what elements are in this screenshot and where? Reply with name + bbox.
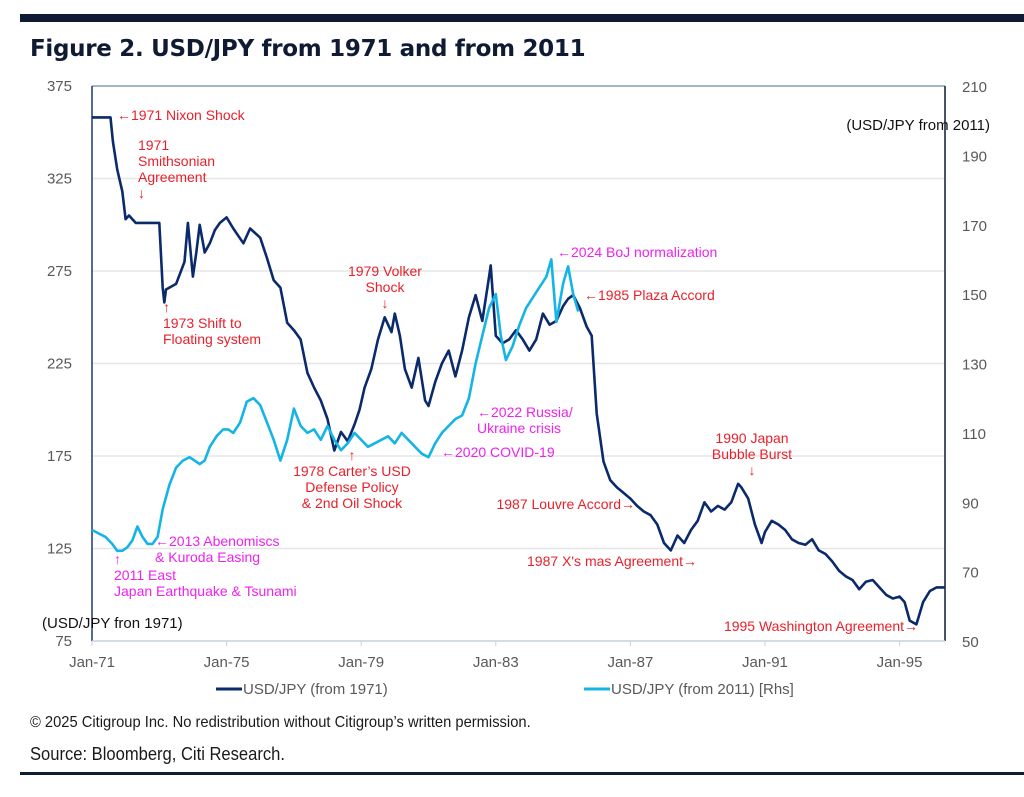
annotation: ←1985 Plaza Accord [584,287,715,303]
annotation: ←2024 BoJ normalization [557,244,717,260]
annotation: 1987 X's mas Agreement→ [527,553,697,569]
annotation-line: Floating system [163,331,261,347]
annotation-line: Japan Earthquake & Tsunami [114,583,297,599]
left-tick-label: 275 [47,263,72,280]
annotation-line: ←2022 Russia/ [477,404,573,420]
annotation-line: ←2020 COVID-19 [441,444,555,460]
annotation-line: Bubble Burst [712,446,792,462]
left-tick-label: 375 [47,78,72,95]
source-note: Source: Bloomberg, Citi Research. [30,744,285,764]
annotation-line: ↑ [349,447,356,463]
annotation: 1979 Volker Shock ↓ [348,263,422,311]
annotation-line: 1987 X's mas Agreement→ [527,553,697,569]
annotation-line: 1995 Washington Agreement→ [724,618,918,634]
legend: USD/JPY (from 1971) USD/JPY (from 2011) [… [216,681,794,698]
right-tick-label: 150 [962,287,987,304]
x-tick-label: Jan-75 [204,654,250,671]
annotation: ↑ 2011 East Japan Earthquake & Tsunami [114,551,297,599]
left-tick-label: 175 [47,448,72,465]
annotations: ←1971 Nixon Shock 1971 Smithsonian Agreemen… [114,107,918,634]
bottom-rule [20,772,1024,775]
series-line-2011 [91,258,580,553]
x-tick-label: Jan-71 [69,654,115,671]
annotation-line: 1978 Carter’s USD [293,463,411,479]
annotation: ←2022 Russia/Ukraine crisis [477,404,573,436]
right-axis-ticks: 50 70 90 110 130 150 170 190 210 [962,79,987,651]
annotation: 1990 Japan Bubble Burst ↓ [712,430,792,478]
annotation-line: 1990 Japan [715,430,788,446]
annotation-line: ↑ [114,551,121,567]
annotation-line: ↓ [382,295,389,311]
left-tick-label: 325 [47,171,72,188]
right-tick-label: 110 [962,426,986,443]
annotation-line: ↓ [749,462,756,478]
annotation-line: ←2013 Abenomiscs [155,533,280,549]
left-axis-ticks: 75 125 175 225 275 325 375 [47,78,72,650]
annotation: ↑ 1973 Shift to Floating system [163,299,261,347]
legend-label-2011: USD/JPY (from 2011) [Rhs] [611,681,794,698]
right-tick-label: 170 [962,218,987,235]
x-tick-label: Jan-95 [877,654,923,671]
plot-frame [91,85,946,642]
top-rule [20,14,1024,22]
right-tick-label: 130 [962,357,987,374]
x-tick-label: Jan-79 [338,654,384,671]
copyright-note: © 2025 Citigroup Inc. No redistribution … [30,714,531,731]
left-tick-label: 225 [47,356,72,373]
x-tick-label: Jan-83 [473,654,519,671]
annotation: ←2020 COVID-19 [441,444,555,460]
right-axis-label: (USD/JPY from 2011) [846,117,990,134]
left-tick-label: 75 [55,633,72,650]
x-tick-label: Jan-87 [607,654,653,671]
right-tick-label: 70 [962,565,979,582]
annotation-line: ←1985 Plaza Accord [584,287,715,303]
annotation-line: 1973 Shift to [163,315,242,331]
annotation-line: Agreement [138,169,207,185]
annotation-line: Defense Policy [305,479,398,495]
annotation: ←1971 Nixon Shock [117,107,246,123]
annotation: 1987 Louvre Accord→ [496,496,635,512]
annotation-line: & Kuroda Easing [155,549,260,565]
right-tick-label: 190 [962,148,987,165]
left-axis-label: (USD/JPY fron 1971) [42,615,183,632]
x-tick-label: Jan-91 [742,654,788,671]
right-tick-label: 90 [962,495,979,512]
annotation-line: & 2nd Oil Shock [302,495,403,511]
legend-label-1971: USD/JPY (from 1971) [243,681,388,698]
annotation-line: Shock [366,279,406,295]
annotation: ↑ 1978 Carter’s USD Defense Policy & 2nd Oi… [293,447,411,511]
annotation-line: ←2024 BoJ normalization [557,244,717,260]
annotation-line: 1979 Volker [348,263,422,279]
left-tick-label: 125 [47,541,72,558]
annotation-line: 1987 Louvre Accord→ [496,496,635,512]
gridlines [92,177,945,550]
series-lines [91,116,945,626]
right-tick-label: 210 [962,79,987,96]
annotation-line: Smithsonian [138,153,215,169]
annotation: 1995 Washington Agreement→ [724,618,918,634]
annotation: ←2013 Abenomiscs & Kuroda Easing [155,533,280,565]
annotation-line: ↑ [163,299,170,315]
annotation-line: 2011 East [114,567,176,583]
x-axis-ticks: Jan-71 Jan-75 Jan-79 Jan-83 Jan-87 Jan-91 Jan-… [69,641,923,671]
annotation-line: Ukraine crisis [477,420,561,436]
annotation: 1971 Smithsonian Agreement ↓ [138,137,215,201]
annotation-line: ←1971 Nixon Shock [117,107,246,123]
annotation-line: 1971 [138,137,169,153]
figure-title: Figure 2. USD/JPY from 1971 and from 201… [30,36,586,62]
annotation-line: ↓ [138,185,145,201]
right-tick-label: 50 [962,634,979,651]
